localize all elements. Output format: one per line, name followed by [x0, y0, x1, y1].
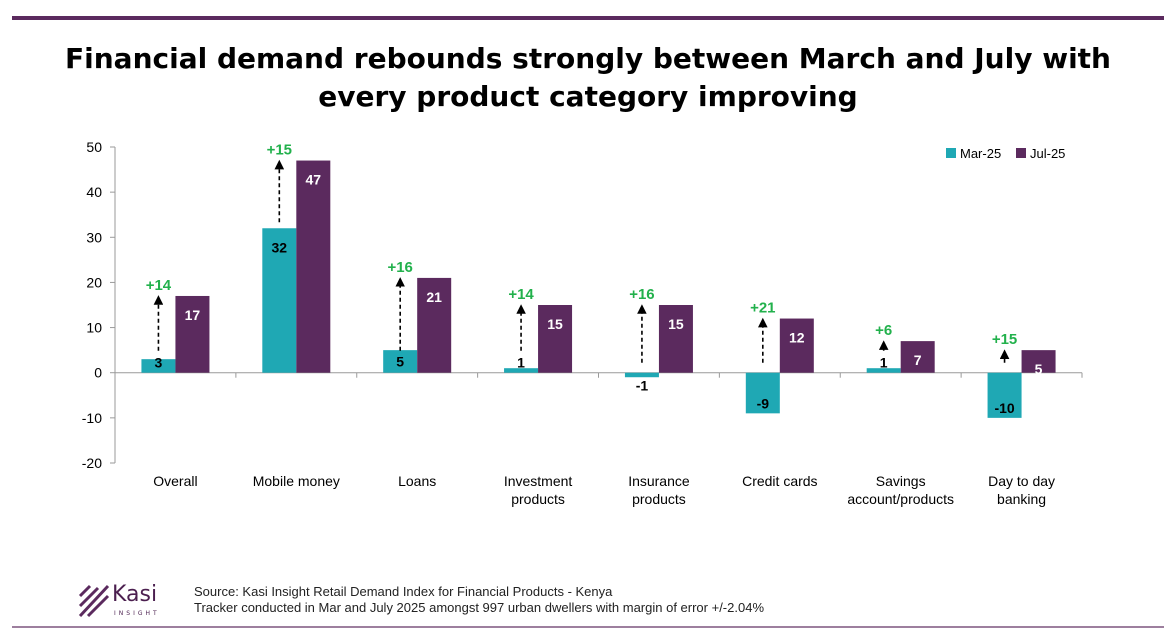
change-label: +16	[629, 286, 654, 303]
bar-jul-25	[175, 295, 210, 373]
source-note: Source: Kasi Insight Retail Demand Index…	[194, 584, 764, 616]
data-label-jul-25: 47	[306, 172, 322, 188]
data-label-jul-25: 7	[914, 352, 922, 368]
kasi-logo-icon	[78, 584, 110, 618]
logo-wordmark: Kasi	[112, 582, 158, 607]
y-tick-label: 10	[86, 320, 102, 336]
data-label-jul-25: 21	[426, 289, 442, 305]
bar-jul-25	[296, 160, 331, 373]
x-category-label: products	[632, 491, 686, 507]
y-tick-label: 0	[94, 365, 102, 381]
change-label: +21	[750, 300, 775, 317]
change-label: +6	[875, 322, 892, 339]
source-line-1: Source: Kasi Insight Retail Demand Index…	[194, 584, 613, 599]
change-label: +14	[508, 286, 534, 303]
data-label-mar-25: 32	[272, 239, 288, 255]
bar-mar-25	[624, 372, 659, 378]
y-tick-label: -10	[82, 410, 102, 426]
bottom-rule	[12, 626, 1164, 628]
y-tick-label: 20	[86, 274, 102, 290]
x-category-label: Loans	[398, 473, 436, 489]
bar-mar-25	[745, 372, 780, 414]
x-category-label: Overall	[153, 473, 197, 489]
data-label-mar-25: 3	[155, 355, 163, 371]
data-label-jul-25: 12	[789, 330, 805, 346]
x-category-label: account/products	[847, 491, 954, 507]
legend-swatch-jul-25	[1016, 148, 1026, 158]
data-label-mar-25: -9	[757, 395, 770, 411]
kasi-logo: Kasi INSIGHT	[78, 582, 188, 620]
data-label-mar-25: -1	[636, 378, 649, 394]
bar-jul-25	[1021, 350, 1056, 373]
bar-jul-25	[417, 277, 452, 373]
data-label-mar-25: 1	[517, 355, 525, 371]
bar-mar-25	[262, 228, 297, 373]
change-label: +15	[267, 142, 292, 159]
data-label-mar-25: 1	[880, 355, 888, 371]
bar-mar-25	[866, 368, 901, 373]
bar-jul-25	[779, 318, 814, 373]
top-rule	[12, 16, 1164, 20]
bar-mar-25	[141, 359, 176, 373]
bar-mar-25	[987, 372, 1022, 418]
chart-title: Financial demand rebounds strongly betwe…	[65, 42, 1111, 113]
change-label: +15	[992, 331, 1017, 348]
x-category-label: banking	[997, 491, 1046, 507]
data-label-mar-25: 5	[396, 354, 404, 370]
x-category-label: Mobile money	[253, 473, 340, 489]
data-label-jul-25: 15	[547, 316, 563, 332]
legend-swatch-mar-25	[946, 148, 956, 158]
data-label-mar-25: -10	[994, 400, 1014, 416]
y-tick-label: 30	[86, 229, 102, 245]
bar-mar-25	[383, 350, 418, 373]
data-label-jul-25: 5	[1035, 361, 1043, 377]
logo-subtext: INSIGHT	[114, 610, 160, 617]
y-tick-label: 50	[86, 139, 102, 155]
legend-label-jul-25: Jul-25	[1030, 146, 1065, 161]
bar-jul-25	[900, 341, 935, 373]
x-category-label: Investment	[504, 473, 573, 489]
change-label: +14	[146, 277, 172, 294]
data-label-jul-25: 17	[185, 307, 201, 323]
data-label-jul-25: 15	[668, 316, 684, 332]
x-category-label: Credit cards	[742, 473, 817, 489]
change-label: +16	[387, 259, 412, 276]
x-category-label: products	[511, 491, 565, 507]
x-category-label: Savings	[876, 473, 926, 489]
x-category-label: Day to day	[988, 473, 1055, 489]
y-tick-label: 40	[86, 184, 102, 200]
bar-chart: -20-1001020304050317+14Overall3247+15Mob…	[82, 139, 1083, 507]
bar-jul-25	[538, 305, 573, 373]
y-tick-label: -20	[82, 455, 102, 471]
legend-label-mar-25: Mar-25	[960, 146, 1001, 161]
x-category-label: Insurance	[628, 473, 690, 489]
bar-mar-25	[504, 368, 539, 373]
bar-jul-25	[658, 305, 693, 373]
source-line-2: Tracker conducted in Mar and July 2025 a…	[194, 600, 765, 615]
